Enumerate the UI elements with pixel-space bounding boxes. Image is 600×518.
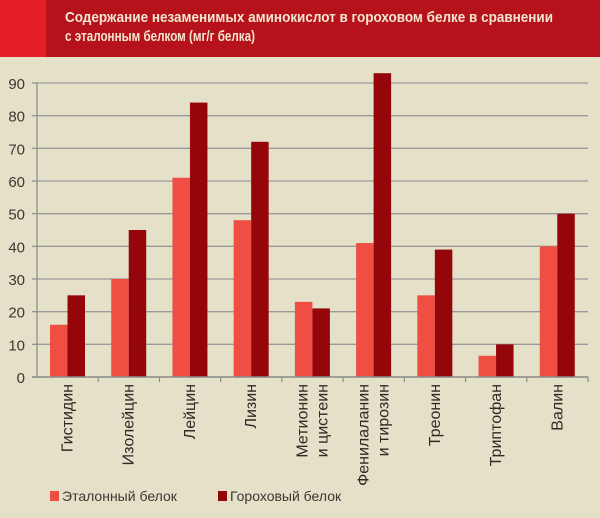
bar-pea <box>67 295 85 377</box>
bar-pea <box>496 344 514 377</box>
bar-reference <box>294 301 313 377</box>
y-tick-label: 70 <box>8 141 25 158</box>
legend-swatch <box>50 491 59 501</box>
y-tick-label: 60 <box>8 174 25 191</box>
y-tick-label: 0 <box>17 370 25 387</box>
x-tick-label: и тирозин <box>376 384 393 456</box>
bar-reference <box>172 177 190 377</box>
y-tick-label: 10 <box>8 337 25 354</box>
bar-pea <box>373 73 392 377</box>
bar-pea <box>128 230 147 377</box>
legend-label: Эталонный белок <box>62 488 178 504</box>
y-tick-label: 40 <box>8 239 25 256</box>
x-tick-label: Изолейцин <box>121 384 138 465</box>
y-tick-label: 80 <box>8 109 25 126</box>
x-tick-label: Метионин <box>294 384 311 458</box>
bar-reference <box>50 324 68 377</box>
legend-label: Гороховый белок <box>230 488 342 504</box>
x-tick-label: Гистидин <box>60 384 77 452</box>
bar-reference <box>478 355 497 377</box>
bar-pea <box>189 102 208 377</box>
chart-title-line-1: Содержание незаменимых аминокислот в гор… <box>65 9 553 26</box>
y-tick-label: 20 <box>8 305 25 322</box>
title-accent <box>0 0 46 57</box>
x-tick-label: Валин <box>549 384 566 431</box>
x-tick-label: Фенилаланин <box>356 384 373 486</box>
bar-pea <box>251 141 269 377</box>
legend-swatch <box>218 491 227 501</box>
bar-reference <box>356 243 374 377</box>
x-tick-label: Лейцин <box>182 384 199 439</box>
chart-title-line-2: с эталонным белком (мг/г белка) <box>65 28 255 45</box>
bar-pea <box>557 213 575 377</box>
x-tick-label: и цистеин <box>314 384 331 457</box>
bar-reference <box>111 279 129 377</box>
y-tick-label: 30 <box>8 272 25 289</box>
bar-reference <box>539 246 558 377</box>
bar-reference <box>417 295 435 377</box>
x-tick-label: Лизин <box>243 384 260 429</box>
x-tick-label: Триптофан <box>488 384 505 466</box>
bar-reference <box>233 220 252 377</box>
y-tick-label: 90 <box>8 76 25 93</box>
title-bar <box>0 0 600 57</box>
bar-pea <box>434 249 453 377</box>
bar-pea <box>312 308 330 377</box>
x-tick-label: Треонин <box>427 384 444 446</box>
y-tick-label: 50 <box>8 207 25 224</box>
